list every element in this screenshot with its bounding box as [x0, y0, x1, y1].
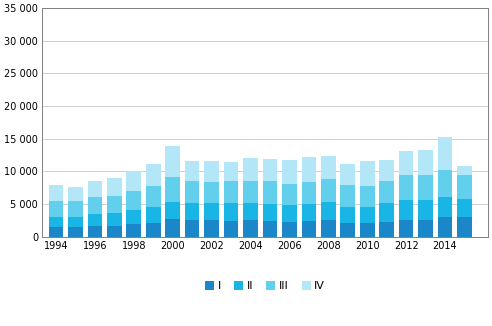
Bar: [146, 164, 160, 186]
Bar: [321, 220, 336, 237]
Bar: [243, 181, 258, 203]
Bar: [126, 191, 141, 210]
Bar: [418, 175, 433, 200]
Bar: [360, 223, 374, 237]
Bar: [340, 164, 355, 185]
Bar: [321, 202, 336, 220]
Bar: [418, 150, 433, 175]
Bar: [340, 207, 355, 223]
Bar: [185, 161, 199, 181]
Bar: [126, 210, 141, 224]
Legend: I, II, III, IV: I, II, III, IV: [201, 277, 329, 296]
Bar: [107, 226, 122, 237]
Bar: [457, 199, 472, 217]
Bar: [68, 227, 83, 237]
Bar: [88, 197, 102, 214]
Bar: [165, 201, 180, 219]
Bar: [418, 200, 433, 220]
Bar: [165, 177, 180, 201]
Bar: [204, 161, 219, 182]
Bar: [418, 220, 433, 237]
Bar: [457, 217, 472, 237]
Bar: [302, 182, 316, 204]
Bar: [302, 204, 316, 221]
Bar: [399, 220, 413, 237]
Bar: [107, 213, 122, 226]
Bar: [224, 221, 238, 237]
Bar: [438, 137, 452, 170]
Bar: [379, 203, 394, 222]
Bar: [68, 186, 83, 201]
Bar: [68, 201, 83, 216]
Bar: [340, 185, 355, 207]
Bar: [263, 204, 277, 221]
Bar: [243, 220, 258, 237]
Bar: [107, 196, 122, 213]
Bar: [399, 151, 413, 175]
Bar: [243, 203, 258, 220]
Bar: [224, 162, 238, 181]
Bar: [457, 175, 472, 199]
Bar: [321, 179, 336, 202]
Bar: [282, 205, 297, 222]
Bar: [379, 160, 394, 181]
Bar: [185, 220, 199, 237]
Bar: [457, 166, 472, 175]
Bar: [146, 186, 160, 207]
Bar: [263, 221, 277, 237]
Bar: [340, 223, 355, 237]
Bar: [321, 156, 336, 179]
Bar: [165, 146, 180, 177]
Bar: [263, 181, 277, 204]
Bar: [438, 197, 452, 217]
Bar: [204, 182, 219, 203]
Bar: [146, 207, 160, 223]
Bar: [88, 214, 102, 226]
Bar: [243, 158, 258, 181]
Bar: [49, 216, 63, 227]
Bar: [438, 170, 452, 197]
Bar: [360, 186, 374, 207]
Bar: [107, 178, 122, 196]
Bar: [399, 175, 413, 200]
Bar: [68, 216, 83, 227]
Bar: [165, 219, 180, 237]
Bar: [204, 220, 219, 237]
Bar: [204, 203, 219, 220]
Bar: [126, 171, 141, 191]
Bar: [88, 226, 102, 237]
Bar: [399, 200, 413, 220]
Bar: [282, 184, 297, 205]
Bar: [88, 181, 102, 197]
Bar: [379, 181, 394, 203]
Bar: [438, 217, 452, 237]
Bar: [263, 159, 277, 181]
Bar: [224, 181, 238, 203]
Bar: [282, 222, 297, 237]
Bar: [49, 185, 63, 201]
Bar: [360, 161, 374, 186]
Bar: [282, 160, 297, 184]
Bar: [49, 201, 63, 216]
Bar: [224, 203, 238, 221]
Bar: [360, 207, 374, 223]
Bar: [302, 221, 316, 237]
Bar: [379, 222, 394, 237]
Bar: [126, 224, 141, 237]
Bar: [185, 181, 199, 203]
Bar: [302, 157, 316, 182]
Bar: [49, 227, 63, 237]
Bar: [146, 223, 160, 237]
Bar: [185, 203, 199, 220]
